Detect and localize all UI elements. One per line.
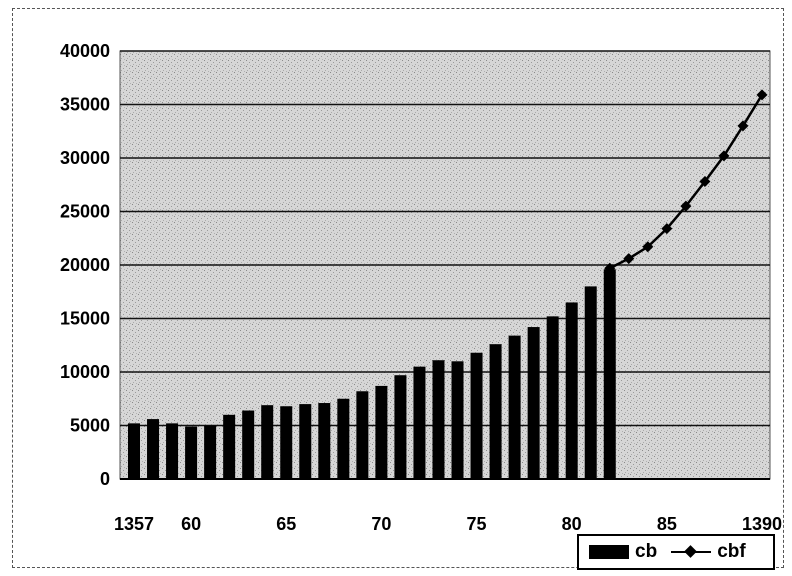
x-tick-label: 1357	[114, 514, 154, 534]
bar-cb	[546, 316, 559, 479]
bar-cb	[470, 352, 483, 479]
bar-cb	[280, 406, 293, 479]
point-cbf	[661, 223, 673, 235]
point-cbf	[718, 150, 730, 162]
bar-cb	[337, 398, 350, 479]
x-tick-label: 60	[181, 514, 201, 534]
point-cbf	[642, 241, 654, 253]
bar-cb	[261, 405, 274, 479]
bar-cb	[204, 425, 217, 479]
bar-cb	[527, 327, 540, 479]
x-tick-label: 85	[657, 514, 677, 534]
legend-label-cb: cb	[635, 541, 658, 562]
point-cbf	[680, 200, 692, 212]
bar-cb	[356, 391, 369, 479]
y-tick-label: 10000	[60, 362, 110, 382]
y-tick-label: 35000	[60, 95, 110, 115]
bar-cb	[299, 404, 312, 479]
bar-cb	[508, 335, 521, 479]
bar-cb	[413, 366, 426, 479]
bar-cb	[489, 344, 502, 479]
x-tick-label: 65	[276, 514, 296, 534]
y-tick-label: 40000	[60, 41, 110, 61]
y-tick-label: 0	[100, 469, 110, 489]
bar-cb	[318, 403, 331, 479]
bar-cb	[223, 414, 236, 479]
point-cbf	[604, 262, 616, 274]
point-cbf	[737, 120, 749, 132]
y-tick-label: 30000	[60, 148, 110, 168]
bar-cb	[128, 423, 140, 479]
bar-cb	[166, 423, 179, 479]
y-tick-label: 15000	[60, 309, 110, 329]
bar-cb	[432, 360, 445, 479]
bar-cb	[451, 361, 464, 479]
bar-cb	[147, 419, 160, 479]
bar-cb	[565, 302, 578, 479]
legend: cb cbf	[577, 534, 775, 570]
legend-swatch-cb	[589, 545, 629, 559]
legend-marker-cbf	[671, 545, 712, 559]
chart-frame	[12, 8, 784, 568]
point-cbf	[756, 89, 768, 101]
y-tick-label: 5000	[70, 416, 110, 436]
bar-cb	[394, 375, 407, 479]
bar-cb	[375, 385, 388, 479]
legend-label-cbf: cbf	[717, 541, 746, 562]
x-tick-label: 75	[467, 514, 487, 534]
x-tick-label: 70	[371, 514, 391, 534]
bar-cb	[185, 426, 198, 479]
x-tick-label: 80	[562, 514, 582, 534]
point-cbf	[623, 253, 635, 265]
bar-cb	[584, 286, 597, 479]
point-cbf	[699, 176, 711, 188]
y-tick-label: 25000	[60, 202, 110, 222]
bar-cb	[242, 410, 255, 479]
bar-cb	[603, 269, 616, 479]
x-tick-label: 1390	[742, 514, 782, 534]
y-tick-label: 20000	[60, 255, 110, 275]
